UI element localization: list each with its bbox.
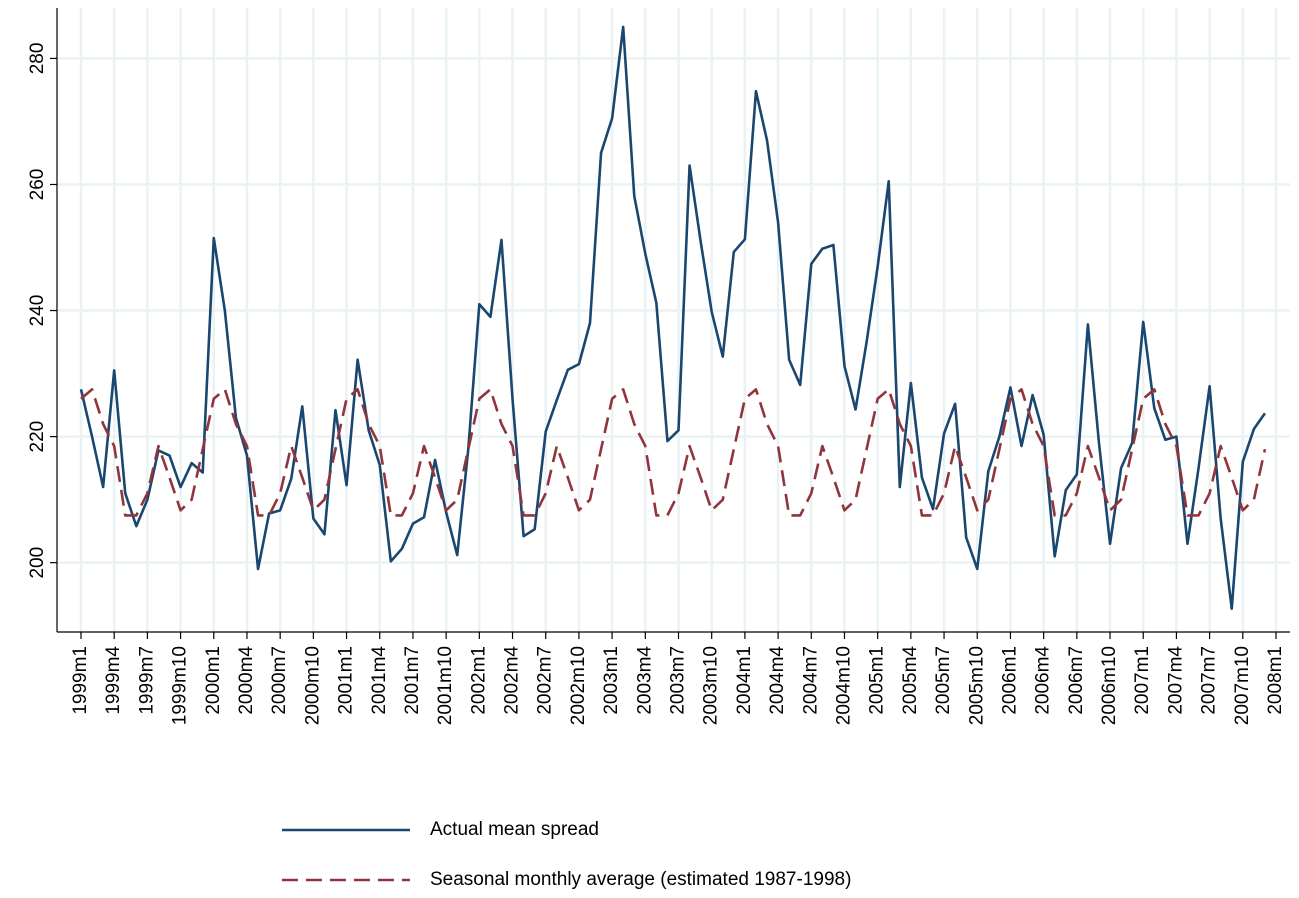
x-tick-label: 1999m7 [136,646,157,715]
series-line [79,25,1267,610]
x-tick-label: 2007m1 [1132,646,1153,715]
x-tick-label: 2005m4 [900,646,921,715]
x-tick-label: 2005m1 [867,646,888,715]
x-tick-label: 1999m4 [103,646,124,715]
x-tick-label: 2004m7 [800,646,821,715]
x-tick-label: 2004m1 [734,646,755,715]
x-tick-label: 2004m4 [767,646,788,715]
x-tick-label: 2002m1 [468,646,489,715]
y-tick-label: 200 [27,547,48,579]
x-tick-label: 2003m4 [634,646,655,715]
x-tick-label: 2002m7 [535,646,556,715]
series-line [80,388,1267,517]
x-tick-label: 1999m10 [170,646,191,725]
x-tick-label: 1999m1 [70,646,91,715]
x-tick-label: 2000m1 [203,646,224,715]
x-tick-label: 2008m1 [1265,646,1286,715]
x-tick-label: 2007m10 [1232,646,1253,725]
y-tick-label: 240 [27,295,48,327]
x-tick-label: 2001m7 [402,646,423,715]
x-tick-label: 2001m10 [435,646,456,725]
x-tick-label: 2000m10 [302,646,323,725]
x-tick-label: 2002m4 [502,646,523,715]
x-tick-label: 2005m7 [933,646,954,715]
y-tick-label: 260 [27,169,48,201]
x-tick-label: 2003m7 [668,646,689,715]
x-tick-label: 2000m4 [236,646,257,715]
x-tick-label: 2004m10 [833,646,854,725]
x-tick-label: 2006m1 [999,646,1020,715]
y-tick-label: 280 [27,43,48,75]
x-tick-label: 2006m4 [1033,646,1054,715]
x-tick-label: 2001m1 [336,646,357,715]
x-tick-label: 2000m7 [269,646,290,715]
x-tick-label: 2005m10 [966,646,987,725]
legend-label: Actual mean spread [430,819,599,840]
x-tick-label: 2001m4 [369,646,390,715]
x-tick-label: 2007m4 [1165,646,1186,715]
x-tick-label: 2006m7 [1066,646,1087,715]
legend-label: Seasonal monthly average (estimated 1987… [430,869,851,890]
x-tick-label: 2007m7 [1199,646,1220,715]
y-tick-label: 220 [27,421,48,453]
x-tick-label: 2003m1 [601,646,622,715]
x-tick-label: 2002m10 [568,646,589,725]
x-tick-label: 2006m10 [1099,646,1120,725]
x-tick-label: 2003m10 [701,646,722,725]
